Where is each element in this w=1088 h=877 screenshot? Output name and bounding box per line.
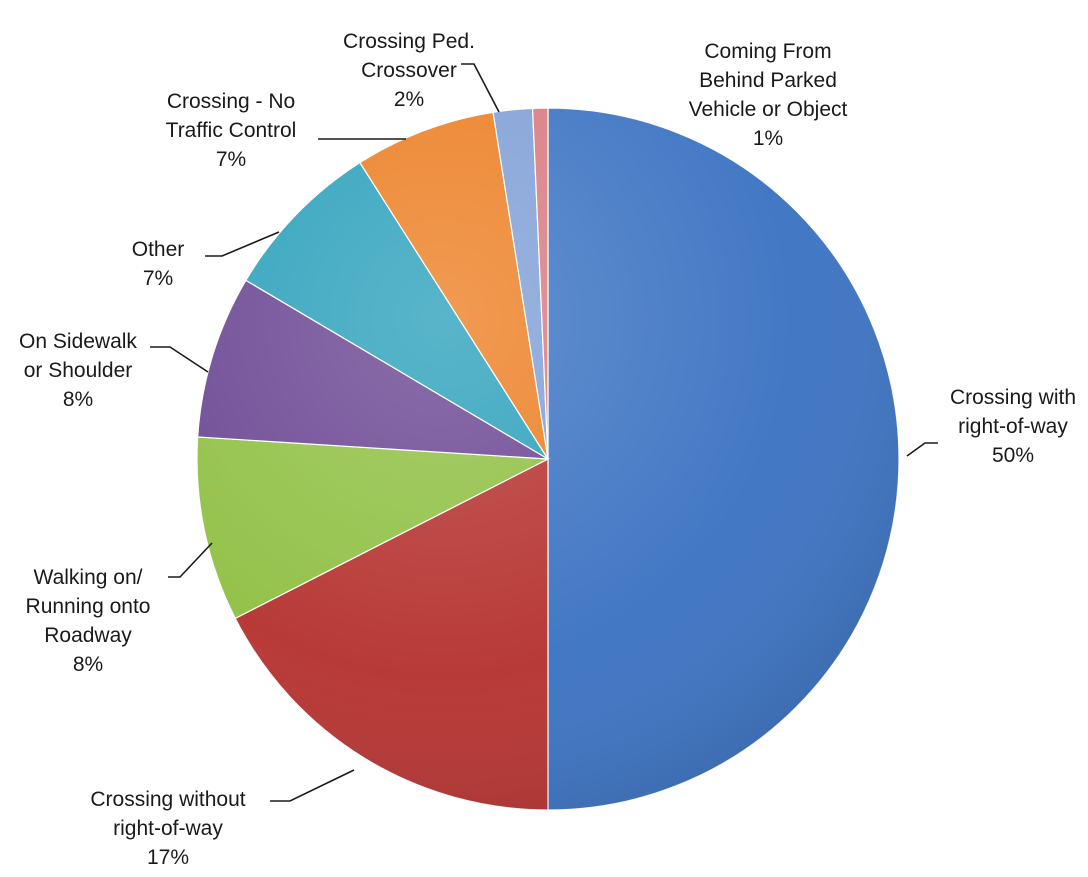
data-label-walking-on-running-onto-roadway: Walking on/Running onto Roadway 8%	[26, 566, 151, 676]
category-label: Other	[132, 238, 185, 261]
category-label: Crossing - No	[167, 90, 295, 113]
percent-label: 7%	[143, 267, 173, 290]
category-label: Crossover	[361, 59, 457, 82]
category-label: Crossing with	[950, 386, 1076, 409]
category-label: Coming From	[704, 40, 831, 63]
data-label-crossing-no-traffic-control: Crossing - No Traffic Control 7%	[166, 90, 297, 171]
leader-lines	[150, 63, 938, 802]
percent-label: 17%	[147, 846, 189, 869]
percent-label: 2%	[394, 88, 424, 111]
data-label-other: Other 7%	[132, 238, 185, 290]
category-label: Vehicle or Object	[689, 98, 848, 121]
category-label: right-of-way	[113, 817, 223, 840]
data-label-crossing-with-right-of-way: Crossing with right-of-way 50%	[950, 386, 1076, 467]
data-label-crossing-without-right-of-way: Crossing without right-of-way 17%	[90, 788, 245, 869]
category-label: Traffic Control	[166, 119, 297, 142]
leader-line	[150, 346, 209, 373]
data-label-crossing-ped-crossover: Crossing Ped. Crossover 2%	[343, 30, 475, 111]
leader-line	[205, 231, 280, 257]
data-label-coming-from-behind-parked-vehicle-or-object: Coming From Behind Parked Vehicle or Objec…	[689, 40, 848, 150]
pie-slice-crossing-with-right-of-way	[547, 107, 900, 811]
leader-line	[270, 769, 355, 802]
percent-label: 1%	[753, 127, 783, 150]
percent-label: 50%	[992, 444, 1034, 467]
category-label: Roadway	[44, 624, 132, 647]
leader-line	[168, 542, 213, 578]
leader-line	[461, 63, 500, 113]
percent-label: 7%	[216, 148, 246, 171]
category-label: Crossing without	[90, 788, 245, 811]
category-label: right-of-way	[958, 415, 1068, 438]
data-label-on-sidewalk-or-shoulder: On Sidewalk or Shoulder 8%	[19, 330, 137, 411]
pie-slices	[196, 107, 900, 811]
leader-line	[906, 442, 938, 457]
percent-label: 8%	[73, 653, 103, 676]
category-label: Behind Parked	[699, 69, 837, 92]
category-label: Crossing Ped.	[343, 30, 475, 53]
category-label: Walking on/	[34, 566, 143, 589]
percent-label: 8%	[63, 388, 93, 411]
category-label: Running onto	[26, 595, 151, 618]
slice-labels: Crossing with right-of-way 50%Crossing wit…	[19, 30, 1076, 869]
category-label: On Sidewalk	[19, 330, 137, 353]
category-label: or Shoulder	[24, 359, 133, 382]
